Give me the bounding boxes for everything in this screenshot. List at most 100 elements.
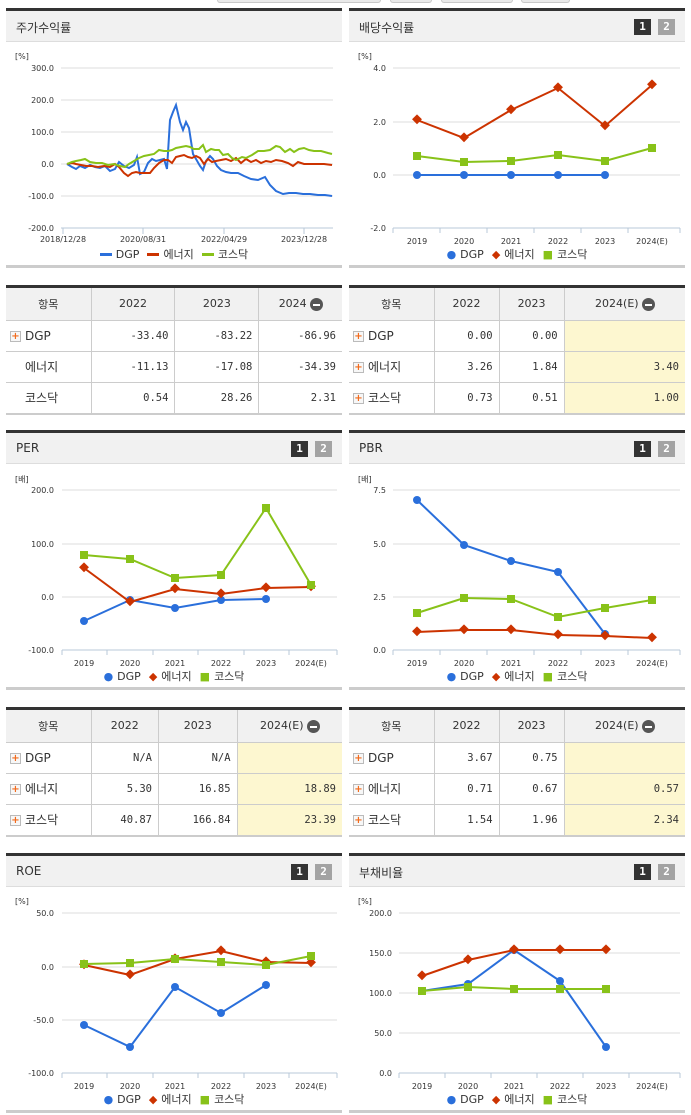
page-1-button[interactable]: 1 [634,441,651,457]
expand-plus-icon[interactable]: + [353,330,364,342]
table-row: + 코스닥 1.54 1.96 2.34 [349,804,685,835]
circle-marker-icon: ● [103,1092,114,1106]
collapse-icon[interactable] [641,297,655,311]
debt-ratio-panel: 부채비율 1 2 [%] 200.0 150.0 100.0 50.0 0.0 2019… [349,853,685,1113]
panel-title: 배당수익률 [359,21,415,35]
legend-item-energy[interactable]: 에너지 [147,246,194,262]
page-1-button[interactable]: 1 [291,864,308,880]
expand-plus-icon[interactable]: + [10,330,21,342]
svg-text:-50.0: -50.0 [33,1016,54,1025]
top-tab[interactable] [521,0,570,3]
legend-item-kosdaq[interactable]: 코스닥 [201,246,248,262]
legend-swatch [99,252,112,256]
page-2-button[interactable]: 2 [315,864,332,880]
page-2-button[interactable]: 2 [658,864,675,880]
legend-item-dgp[interactable]: ● DGP [103,1092,141,1106]
top-tab[interactable] [441,0,513,3]
page-1-button[interactable]: 1 [634,19,651,35]
expand-plus-icon[interactable]: + [353,362,364,373]
line-chart: 200.0 100.0 0.0 -100.0 2019 2020 2021 2022 2023… [28,486,338,668]
svg-text:2019: 2019 [74,1082,94,1091]
svg-text:-2.0: -2.0 [370,224,386,233]
page-1-button[interactable]: 1 [634,864,651,880]
legend-item-dgp[interactable]: DGP [99,248,139,261]
svg-text:2021: 2021 [165,1082,185,1091]
column-header: 2022 [91,710,159,743]
column-header: 2023 [174,288,260,321]
pbr-panel: PBR 1 2 [배] 7.5 5.0 2.5 0.0 2019 2020 2021 202… [349,430,685,690]
svg-text:2.0: 2.0 [373,118,386,127]
panel-header: 부채비율 1 2 [349,856,685,887]
svg-text:7.5: 7.5 [373,486,386,495]
chart-legend: ● DGP ◆ 에너지 ■ 코스닥 [349,668,685,684]
svg-text:2022: 2022 [211,1082,231,1091]
expand-plus-icon[interactable]: + [353,752,364,764]
roe-panel: ROE 1 2 [%] 50.0 0.0 -50.0 -100.0 2019 2020 2… [6,853,342,1113]
svg-text:-100.0: -100.0 [28,1069,54,1078]
per-table: 항목 2022 2023 2024(E) + DGP N/A N/A + 에너지 5… [6,707,342,837]
page-2-button[interactable]: 2 [658,19,675,35]
panel-title: 주가수익률 [16,21,72,35]
square-marker-icon: ■ [542,669,554,683]
svg-text:2023: 2023 [595,237,615,246]
table-row: + DGP 3.67 0.75 [349,742,685,774]
legend-item-kosdaq[interactable]: ■ 코스닥 [199,669,245,684]
expand-plus-icon[interactable]: + [10,815,21,827]
svg-text:2024(E): 2024(E) [636,237,668,246]
expand-plus-icon[interactable]: + [10,784,21,795]
svg-text:2020: 2020 [454,237,474,246]
legend-item-energy[interactable]: ◆ 에너지 [491,1092,535,1107]
expand-plus-icon[interactable]: + [353,784,364,795]
top-tab[interactable] [217,0,381,3]
expand-plus-icon[interactable]: + [10,752,21,764]
svg-text:2022: 2022 [550,1082,570,1091]
legend-item-kosdaq[interactable]: ■ 코스닥 [542,669,588,684]
panel-title: PBR [359,441,383,455]
legend-item-energy[interactable]: ◆ 에너지 [148,669,192,684]
panel-title: PER [16,441,40,455]
collapse-icon[interactable] [309,297,323,311]
dividend-yield-table: 항목 2022 2023 2024(E) + DGP 0.00 0.00 + 에너지… [349,285,685,415]
page-2-button[interactable]: 2 [658,441,675,457]
collapse-icon[interactable] [641,719,655,733]
legend-item-kosdaq[interactable]: ■ 코스닥 [542,247,588,262]
expand-plus-icon[interactable]: + [353,393,364,405]
circle-marker-icon: ● [446,1092,457,1106]
svg-text:200.0: 200.0 [31,96,54,105]
page-1-button[interactable]: 1 [291,441,308,457]
panel-header: PER 1 2 [6,433,342,464]
svg-text:2022: 2022 [211,659,231,668]
column-header: 2024(E) [564,288,685,321]
legend-item-kosdaq[interactable]: ■ 코스닥 [199,1092,245,1107]
legend-item-energy[interactable]: ◆ 에너지 [491,247,535,262]
svg-text:-100.0: -100.0 [28,192,54,201]
column-header: 2024 [258,288,342,321]
svg-text:100.0: 100.0 [31,540,54,549]
top-tab[interactable] [390,0,432,3]
svg-text:2019: 2019 [74,659,94,668]
stock-return-chart: [%] 300.0 200.0 100.0 0.0 -100.0 -200.0 2018… [6,42,342,268]
legend-item-dgp[interactable]: ● DGP [446,669,484,683]
chart-pager: 1 2 [634,864,675,880]
collapse-icon[interactable] [306,719,320,733]
table-row: 코스닥 0.54 28.26 2.31 [6,382,342,413]
legend-item-energy[interactable]: ◆ 에너지 [148,1092,192,1107]
debt-ratio-chart: [%] 200.0 150.0 100.0 50.0 0.0 2019 2020 2021 2… [349,887,685,1113]
legend-item-energy[interactable]: ◆ 에너지 [491,669,535,684]
svg-text:200.0: 200.0 [31,486,54,495]
page-2-button[interactable]: 2 [315,441,332,457]
table-row: + 에너지 0.71 0.67 0.57 [349,773,685,805]
legend-item-kosdaq[interactable]: ■ 코스닥 [542,1092,588,1107]
svg-text:0.0: 0.0 [373,646,386,655]
legend-swatch [201,252,214,256]
legend-item-dgp[interactable]: ● DGP [446,1092,484,1106]
legend-item-dgp[interactable]: ● DGP [103,669,141,683]
table-row: + 에너지 5.30 16.85 18.89 [6,773,342,805]
chart-pager: 1 2 [634,19,675,35]
svg-text:2018/12/28: 2018/12/28 [40,235,86,244]
svg-text:2022: 2022 [548,237,568,246]
square-marker-icon: ■ [542,247,554,261]
chart-legend: ● DGP ◆ 에너지 ■ 코스닥 [6,1091,342,1107]
expand-plus-icon[interactable]: + [353,815,364,827]
legend-item-dgp[interactable]: ● DGP [446,247,484,261]
